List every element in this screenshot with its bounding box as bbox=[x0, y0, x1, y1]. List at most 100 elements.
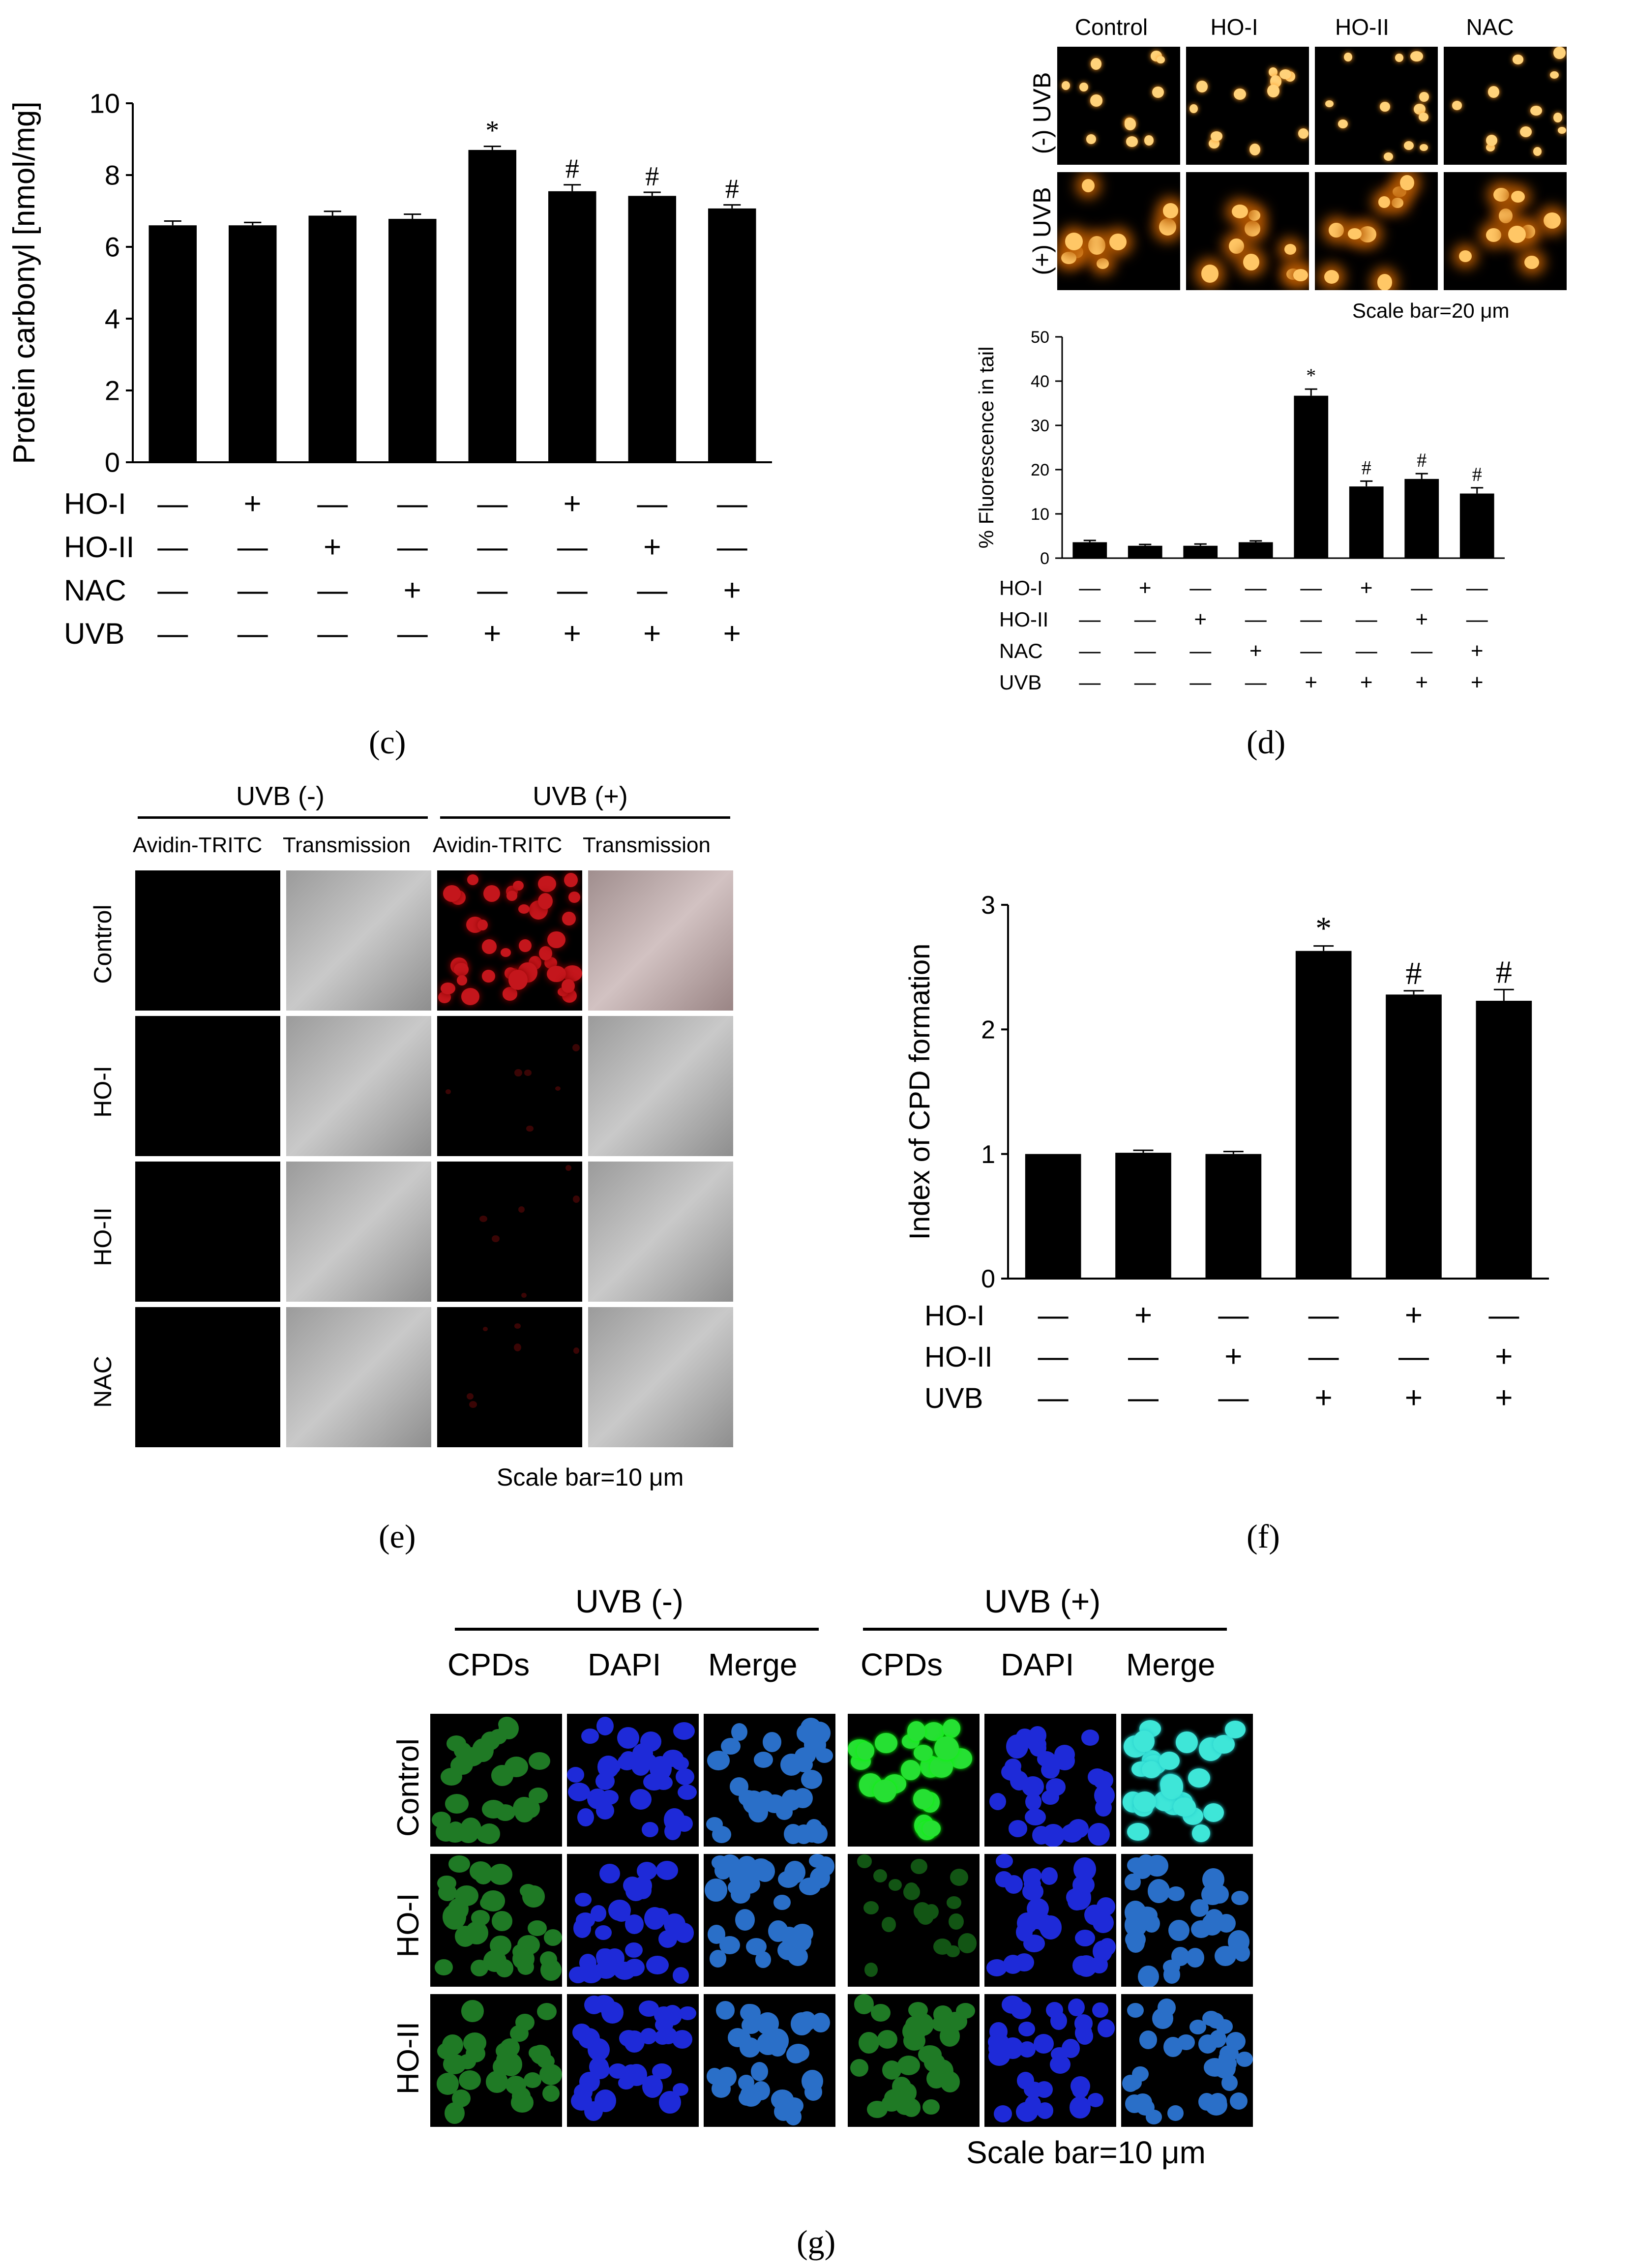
cell-blob bbox=[1269, 67, 1278, 77]
g-group-uvb-minus: UVB (-) bbox=[575, 1583, 684, 1619]
cell-blob bbox=[443, 1904, 466, 1930]
cell-blob bbox=[857, 1854, 872, 1869]
cell-blob bbox=[940, 2071, 960, 2092]
treatment-sign: — bbox=[397, 487, 428, 521]
cell-blob bbox=[528, 1920, 547, 1936]
cell-blob bbox=[469, 1401, 477, 1408]
y-tick-label: 4 bbox=[105, 303, 120, 334]
cell-blob bbox=[1419, 91, 1429, 102]
treatment-sign: — bbox=[1411, 639, 1432, 663]
cell-blob bbox=[1348, 228, 1362, 239]
cell-blob bbox=[756, 2012, 779, 2035]
bar bbox=[1349, 486, 1384, 558]
cell-blob bbox=[1205, 1909, 1223, 1925]
cell-blob bbox=[483, 885, 501, 902]
cell-blob bbox=[1524, 255, 1539, 269]
cell-blob bbox=[509, 2025, 529, 2042]
g-image-tile bbox=[430, 1994, 562, 2127]
treatment-sign: — bbox=[1134, 670, 1156, 694]
cell-blob bbox=[1403, 141, 1414, 150]
cell-blob bbox=[707, 1751, 730, 1770]
panel-g-image-grid: UVB (-) UVB (+) CPDs DAPI Merge CPDs DAP… bbox=[364, 1574, 1278, 2188]
e-scale-bar: Scale bar=10 μm bbox=[497, 1463, 684, 1491]
cell-blob bbox=[714, 1861, 732, 1880]
treatment-row-label: UVB bbox=[64, 617, 124, 650]
y-axis-label: % Fluorescence in tail bbox=[975, 347, 998, 549]
treatment-row-label: NAC bbox=[64, 574, 126, 607]
cell-blob bbox=[922, 2099, 940, 2115]
cell-blob bbox=[489, 1935, 511, 1956]
cell-blob bbox=[1210, 2030, 1227, 2048]
bar bbox=[1183, 545, 1218, 558]
cell-blob bbox=[652, 2063, 672, 2079]
e-row-ho1: HO-I bbox=[89, 1066, 117, 1118]
cell-blob bbox=[1248, 210, 1261, 221]
cell-blob bbox=[1157, 56, 1165, 64]
cell-blob bbox=[573, 1347, 580, 1354]
significance-mark: # bbox=[1362, 456, 1371, 478]
cell-blob bbox=[1201, 265, 1219, 283]
comet-tile-uvb-plus bbox=[1315, 172, 1438, 290]
cell-blob bbox=[1152, 2008, 1173, 2029]
e-group-uvb-plus: UVB (+) bbox=[533, 781, 628, 811]
treatment-sign: — bbox=[397, 617, 428, 651]
cell-blob bbox=[1159, 1751, 1180, 1770]
bar bbox=[1404, 478, 1439, 558]
cell-blob bbox=[1065, 233, 1083, 250]
cell-blob bbox=[514, 1323, 521, 1329]
cell-blob bbox=[435, 1959, 453, 1976]
cell-blob bbox=[705, 1879, 727, 1902]
treatment-sign: + bbox=[1360, 670, 1373, 694]
cell-blob bbox=[1493, 187, 1509, 202]
cell-blob bbox=[1075, 1929, 1096, 1946]
cell-blob bbox=[601, 2001, 624, 2024]
cell-blob bbox=[779, 1927, 799, 1944]
treatment-sign: — bbox=[1218, 1381, 1249, 1415]
cell-blob bbox=[1395, 53, 1403, 62]
treatment-sign: — bbox=[1128, 1381, 1159, 1415]
cell-blob bbox=[989, 1793, 1006, 1810]
cell-blob bbox=[1419, 144, 1428, 151]
treatment-sign: + bbox=[244, 487, 262, 521]
bar bbox=[1459, 493, 1494, 558]
cell-blob bbox=[1028, 1735, 1046, 1750]
g-image-tile bbox=[567, 1854, 699, 1987]
cell-blob bbox=[1486, 228, 1502, 242]
cell-blob bbox=[931, 2016, 950, 2031]
cell-blob bbox=[1338, 119, 1348, 129]
caption-g: (g) bbox=[797, 2223, 836, 2261]
cell-blob bbox=[574, 2083, 593, 2101]
chart-f: Index of CPD formation 0 1 2 3 * # # HO-I — + — — + — H… bbox=[904, 891, 1549, 1415]
cell-blob bbox=[562, 911, 576, 925]
cell-blob bbox=[624, 1958, 645, 1976]
cell-blob bbox=[1214, 2058, 1236, 2079]
cell-blob bbox=[1391, 198, 1404, 209]
cell-blob bbox=[512, 1944, 531, 1960]
cell-blob bbox=[1074, 2024, 1093, 2042]
comet-col-nac: NAC bbox=[1466, 14, 1514, 40]
treatment-sign: — bbox=[157, 617, 188, 651]
cell-blob bbox=[568, 892, 580, 903]
g-col-merge-1: Merge bbox=[708, 1647, 798, 1682]
cell-blob bbox=[792, 1788, 813, 1808]
cell-blob bbox=[933, 1938, 951, 1955]
cell-blob bbox=[856, 1742, 874, 1761]
cell-blob bbox=[539, 946, 553, 960]
cell-blob bbox=[461, 2000, 484, 2023]
cell-blob bbox=[1208, 2093, 1227, 2111]
cell-blob bbox=[1079, 82, 1089, 92]
cell-blob bbox=[1138, 1965, 1159, 1987]
caption-e: (e) bbox=[379, 1518, 416, 1555]
treatment-sign: + bbox=[564, 487, 581, 521]
treatment-sign: + bbox=[723, 573, 741, 607]
cell-blob bbox=[1202, 1868, 1224, 1891]
cell-blob bbox=[773, 1895, 791, 1910]
cell-blob bbox=[1519, 126, 1532, 137]
treatment-sign: — bbox=[1245, 576, 1267, 600]
treatment-sign: — bbox=[238, 573, 268, 607]
treatment-sign: — bbox=[1466, 607, 1488, 631]
treatment-sign: + bbox=[1405, 1298, 1423, 1332]
cell-blob bbox=[438, 991, 451, 1004]
treatment-row-label: UVB bbox=[924, 1382, 983, 1414]
cell-blob bbox=[519, 939, 532, 953]
